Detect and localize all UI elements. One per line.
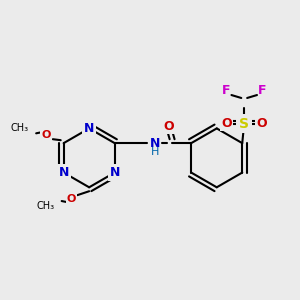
Text: O: O bbox=[164, 120, 174, 133]
Text: F: F bbox=[258, 84, 266, 97]
Text: O: O bbox=[221, 117, 232, 130]
Text: CH₃: CH₃ bbox=[37, 201, 55, 211]
Text: N: N bbox=[150, 136, 160, 150]
Text: O: O bbox=[256, 117, 267, 130]
Text: S: S bbox=[239, 116, 249, 130]
Text: N: N bbox=[84, 122, 94, 135]
Text: N: N bbox=[110, 166, 120, 179]
Text: O: O bbox=[67, 194, 76, 204]
Text: H: H bbox=[151, 147, 159, 157]
Text: N: N bbox=[58, 166, 69, 179]
Text: F: F bbox=[222, 84, 231, 97]
Text: O: O bbox=[41, 130, 51, 140]
Text: CH₃: CH₃ bbox=[10, 123, 28, 134]
